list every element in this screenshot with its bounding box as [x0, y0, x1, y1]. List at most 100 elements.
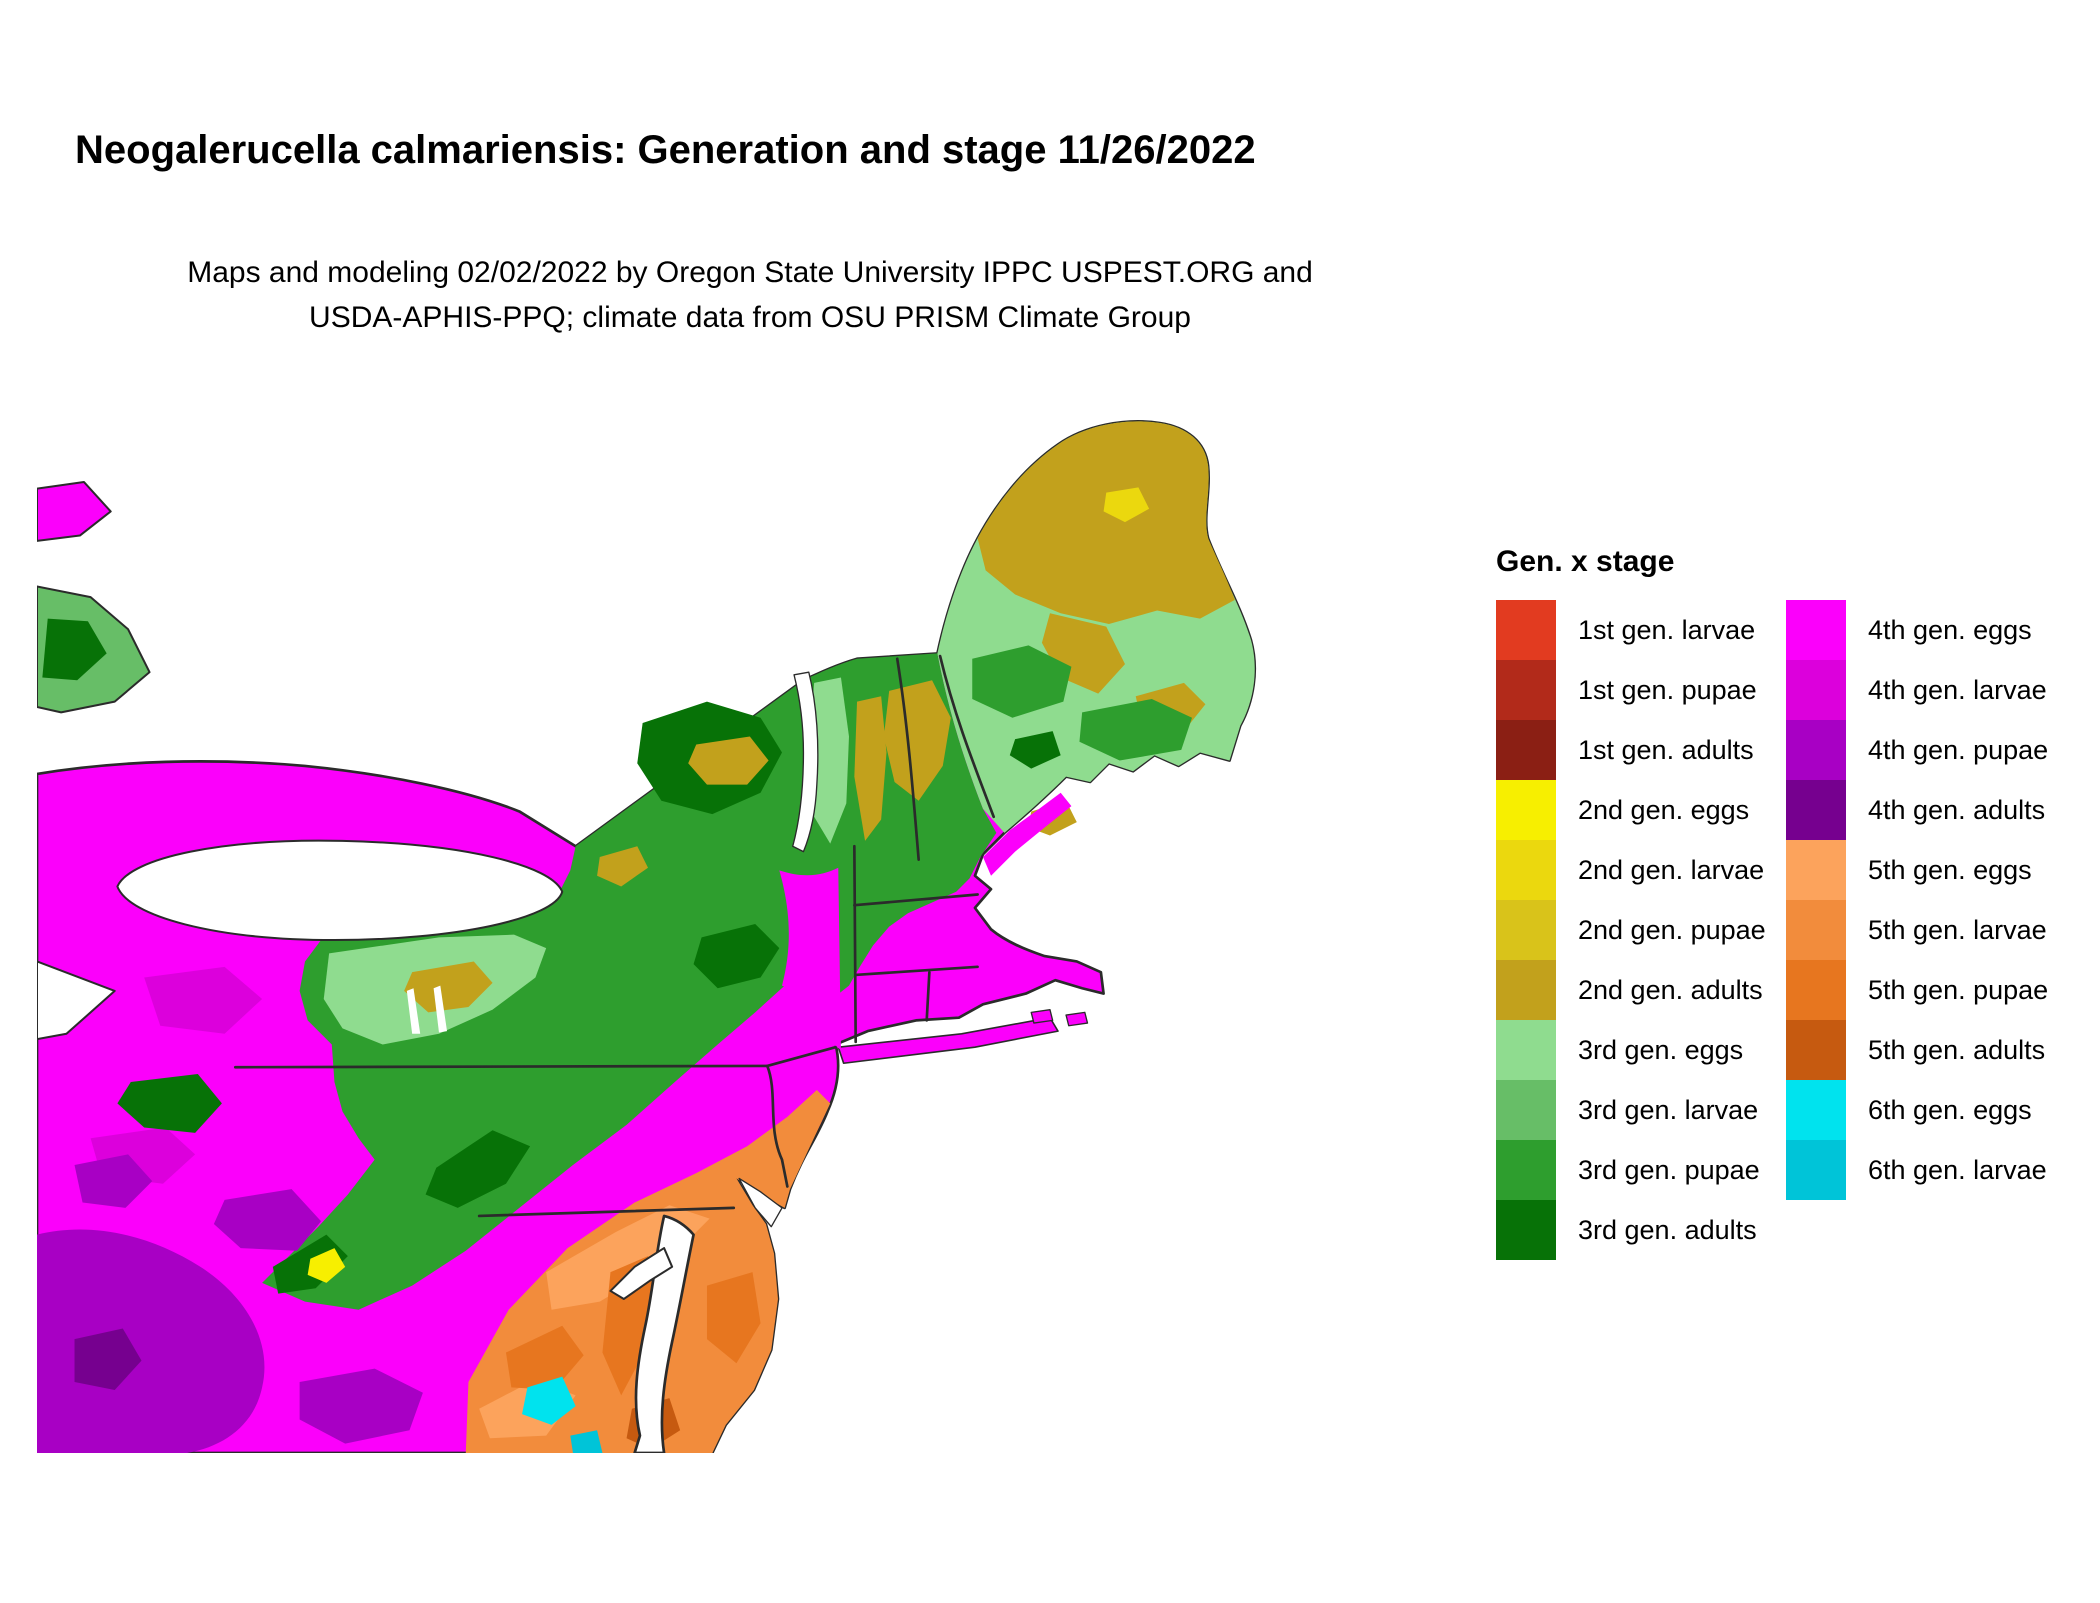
map-layer-delaware-bay — [738, 1177, 783, 1228]
map-layer-purple-patch-3 — [299, 1368, 423, 1444]
legend-row: 5th gen. larvae — [1786, 900, 2048, 960]
legend-label: 6th gen. larvae — [1868, 1155, 2047, 1185]
subtitle-line-2: USDA-APHIS-PPQ; climate data from OSU PR… — [309, 301, 1191, 334]
legend-label: 5th gen. eggs — [1868, 855, 2032, 885]
legend-label: 1st gen. pupae — [1578, 675, 1757, 705]
map-layer-border-ma-south — [855, 965, 979, 977]
legend-row: 4th gen. pupae — [1786, 720, 2048, 780]
legend-row: 2nd gen. adults — [1496, 960, 1766, 1020]
legend-swatch-5th-gen-pupae — [1786, 960, 1846, 1020]
legend-swatch-2nd-gen-larvae — [1496, 840, 1556, 900]
legend-label: 2nd gen. larvae — [1578, 855, 1765, 885]
legend-column-2: 4th gen. eggs 4th gen. larvae 4th gen. pup… — [1786, 600, 2048, 1200]
legend-swatch-6th-gen-eggs — [1786, 1080, 1846, 1140]
map-layer-pa-ridge-dark-green — [425, 1130, 531, 1208]
legend-swatch-4th-gen-adults — [1786, 780, 1846, 840]
map-layer-border-ct-ri — [925, 970, 931, 1022]
map-layer-tughill-gold — [597, 846, 648, 887]
legend-label: 4th gen. eggs — [1868, 615, 2032, 645]
map-layer-adirondack-gold — [688, 736, 769, 785]
legend-row: 3rd gen. larvae — [1496, 1080, 1766, 1140]
legend-swatch-3rd-gen-larvae — [1496, 1080, 1556, 1140]
legend-swatch-5th-gen-adults — [1786, 1020, 1846, 1080]
map-layer-long-island — [837, 1016, 1059, 1065]
map-layer-border-md-north — [477, 1206, 736, 1218]
map-layer-magenta-mottle-1 — [144, 966, 263, 1034]
phenology-map — [37, 415, 1259, 1453]
legend-swatch-3rd-gen-adults — [1496, 1200, 1556, 1260]
map-layer-central-ny-gold — [404, 961, 493, 1013]
legend-row: 2nd gen. eggs — [1496, 780, 1766, 840]
map-layer-border-nh-me — [938, 654, 996, 819]
legend-swatch-5th-gen-eggs — [1786, 840, 1846, 900]
legend-row: 6th gen. eggs — [1786, 1080, 2048, 1140]
legend-label: 5th gen. larvae — [1868, 915, 2047, 945]
map-layer-orange-dark-patch-2 — [706, 1272, 761, 1364]
map-layer-maine-gold-cap — [977, 421, 1235, 624]
map-layer-maine-green-patch-2 — [1079, 698, 1193, 761]
map-layer-island-2 — [1065, 1011, 1089, 1027]
map-layer-finger-lake-2 — [433, 985, 448, 1033]
legend-label: 3rd gen. larvae — [1578, 1095, 1759, 1125]
legend-label: 2nd gen. pupae — [1578, 915, 1766, 945]
legend-label: 4th gen. larvae — [1868, 675, 2047, 705]
map-layer-border-ny-east — [853, 844, 858, 1044]
legend-label: 2nd gen. eggs — [1578, 795, 1750, 825]
map-layer-border-ma-north — [853, 893, 979, 907]
map-layer-potomac-river — [609, 1247, 674, 1300]
map-layer-catskills-dark-green — [693, 923, 780, 989]
legend-row: 2nd gen. pupae — [1496, 900, 1766, 960]
legend-label: 2nd gen. adults — [1578, 975, 1763, 1005]
legend-row: 1st gen. larvae — [1496, 600, 1766, 660]
map-layer-maine-coast-magenta — [982, 792, 1072, 876]
legend-row: 4th gen. adults — [1786, 780, 2048, 840]
map-layer-lake-ontario — [116, 839, 564, 942]
legend-row: 5th gen. adults — [1786, 1020, 2048, 1080]
legend-label: 3rd gen. adults — [1578, 1215, 1757, 1245]
map-layer-hudson-valley-magenta — [779, 867, 841, 1050]
map-layer-maine-green-patch-1 — [972, 645, 1072, 718]
legend-row: 1st gen. pupae — [1496, 660, 1766, 720]
map-layer-pa-yellow-spot — [307, 1248, 346, 1283]
legend-label: 4th gen. adults — [1868, 795, 2046, 825]
legend-row: 4th gen. eggs — [1786, 600, 2048, 660]
map-layer-border-vt-nh — [895, 657, 921, 862]
legend-label: 1st gen. adults — [1578, 735, 1754, 765]
legend-row: 5th gen. pupae — [1786, 960, 2048, 1020]
legend-label: 1st gen. larvae — [1578, 615, 1756, 645]
legend-label: 3rd gen. eggs — [1578, 1035, 1744, 1065]
legend-swatch-5th-gen-larvae — [1786, 900, 1846, 960]
legend-row: 2nd gen. larvae — [1496, 840, 1766, 900]
legend-swatch-6th-gen-larvae — [1786, 1140, 1846, 1200]
legend-swatch-1st-gen-adults — [1496, 720, 1556, 780]
legend-swatch-1st-gen-pupae — [1496, 660, 1556, 720]
legend-row: 3rd gen. pupae — [1496, 1140, 1766, 1200]
map-layer-cyan-spot-2 — [570, 1430, 603, 1453]
map-layer-purple-patch-2 — [213, 1189, 322, 1251]
map-layer-chesapeake-bay — [633, 1214, 695, 1453]
legend-swatch-4th-gen-larvae — [1786, 660, 1846, 720]
legend-swatch-3rd-gen-pupae — [1496, 1140, 1556, 1200]
map-layer-finger-lake-1 — [406, 988, 421, 1034]
map-layer-orange-dark-patch-3 — [505, 1325, 584, 1391]
legend-swatch-4th-gen-pupae — [1786, 720, 1846, 780]
map-layer-green-mtns-gold — [854, 696, 887, 841]
legend-label: 5th gen. pupae — [1868, 975, 2049, 1005]
map-layer-border-ny-pa — [233, 1064, 769, 1069]
legend-swatch-1st-gen-larvae — [1496, 600, 1556, 660]
map-layer-canada-blob-dark-green — [42, 618, 107, 681]
legend-row: 5th gen. eggs — [1786, 840, 2048, 900]
legend-row: 4th gen. larvae — [1786, 660, 2048, 720]
map-layer-cyan-spot-1 — [522, 1376, 576, 1425]
page-title: Neogalerucella calmariensis: Generation … — [75, 128, 1256, 172]
legend-row: 1st gen. adults — [1496, 720, 1766, 780]
legend-row: 3rd gen. adults — [1496, 1200, 1766, 1260]
legend-label: 6th gen. eggs — [1868, 1095, 2032, 1125]
map-layer-border-ny-nj — [765, 1045, 837, 1068]
legend-row: 3rd gen. eggs — [1496, 1020, 1766, 1080]
legend-swatch-4th-gen-eggs — [1786, 600, 1846, 660]
legend-swatch-2nd-gen-eggs — [1496, 780, 1556, 840]
legend-row: 6th gen. larvae — [1786, 1140, 2048, 1200]
legend-swatch-2nd-gen-pupae — [1496, 900, 1556, 960]
map-layer-lake-champlain — [792, 671, 819, 853]
